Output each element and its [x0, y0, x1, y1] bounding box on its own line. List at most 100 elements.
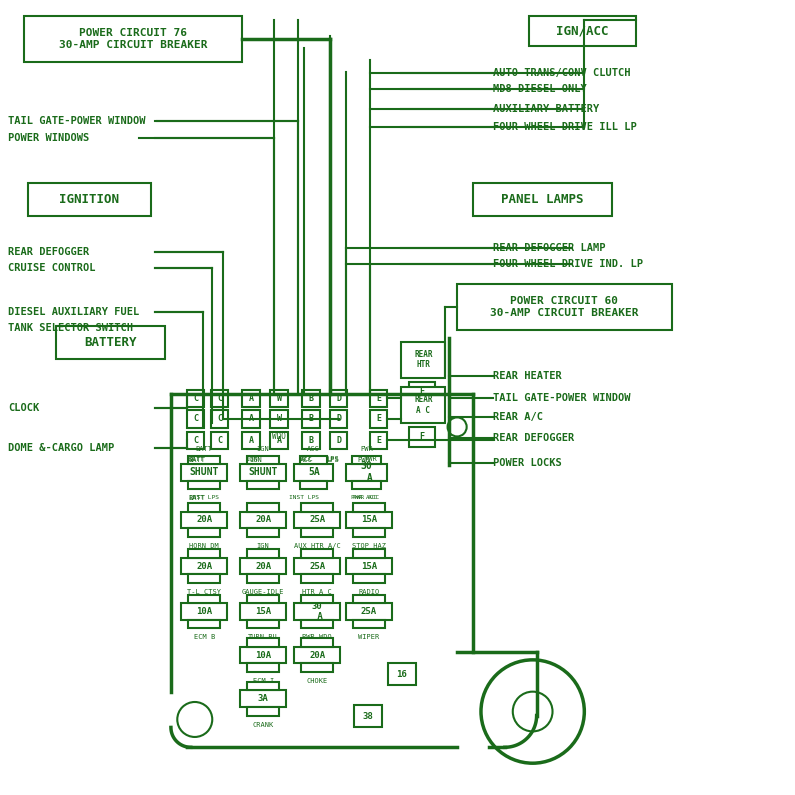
Text: REAR DEFOGGER: REAR DEFOGGER [493, 433, 574, 443]
Text: PANEL LAMPS: PANEL LAMPS [502, 193, 584, 206]
Text: BATTERY: BATTERY [84, 336, 137, 349]
Text: 20A: 20A [309, 650, 325, 660]
Text: E: E [376, 394, 381, 403]
Text: REAR
A C: REAR A C [414, 395, 432, 415]
Text: C: C [217, 414, 222, 424]
Text: W: W [277, 414, 281, 424]
Bar [247, 708, 279, 716]
Bar [270, 432, 288, 449]
Bar [247, 549, 279, 558]
Text: E: E [376, 414, 381, 424]
Bar [294, 464, 333, 480]
Text: CRUISE CONTROL: CRUISE CONTROL [8, 263, 95, 273]
Text: IGN: IGN [257, 543, 270, 549]
Bar [240, 512, 286, 529]
Bar [247, 574, 279, 583]
Text: A: A [249, 436, 254, 445]
Text: ECM I: ECM I [253, 678, 273, 684]
Text: T-L CTSY: T-L CTSY [188, 589, 221, 595]
Text: PWR: PWR [358, 457, 370, 463]
Text: B: B [308, 394, 313, 403]
Bar [294, 558, 340, 574]
Text: 38: 38 [363, 712, 373, 721]
Bar [181, 512, 227, 529]
Bar [401, 387, 445, 423]
Bar [240, 464, 286, 480]
Bar [270, 390, 288, 407]
Text: E: E [376, 436, 381, 445]
Text: PWR ACC: PWR ACC [354, 495, 380, 500]
Text: C: C [193, 436, 198, 445]
Text: 3A: 3A [258, 694, 269, 704]
Text: IGNITION: IGNITION [60, 193, 119, 206]
Bar [457, 284, 672, 330]
Text: SHUNT: SHUNT [190, 467, 219, 477]
Text: B: B [308, 414, 313, 424]
Bar [302, 432, 320, 449]
Text: RADIO: RADIO [359, 589, 379, 595]
Bar [188, 574, 220, 583]
Bar [247, 456, 279, 464]
Text: TAIL GATE-POWER WINDOW: TAIL GATE-POWER WINDOW [493, 394, 630, 403]
Text: 5A: 5A [308, 467, 320, 477]
Text: POWER CIRCUIT 76
30-AMP CIRCUIT BREAKER: POWER CIRCUIT 76 30-AMP CIRCUIT BREAKER [59, 28, 207, 50]
Text: C: C [193, 414, 198, 424]
Bar [188, 503, 220, 512]
Bar [409, 427, 435, 447]
Text: BATT: BATT [187, 456, 204, 462]
Bar [353, 620, 385, 628]
Bar [294, 647, 340, 663]
Bar [346, 558, 392, 574]
Text: ACC: ACC [301, 456, 313, 462]
Text: REAR HEATER: REAR HEATER [493, 371, 561, 381]
Bar [353, 595, 385, 603]
Bar [242, 432, 260, 449]
Text: TAIL GATE-POWER WINDOW: TAIL GATE-POWER WINDOW [8, 116, 145, 126]
Bar [370, 432, 387, 449]
Bar [302, 390, 320, 407]
Bar [353, 574, 385, 583]
Bar [188, 480, 220, 489]
Bar [247, 503, 279, 512]
Text: HORN DM: HORN DM [189, 543, 219, 549]
Bar [354, 705, 382, 727]
Bar [24, 16, 242, 62]
Text: INST LPS: INST LPS [289, 495, 319, 500]
Text: PWR: PWR [360, 445, 373, 452]
Bar [330, 390, 347, 407]
Bar [409, 382, 435, 401]
Text: AUX HTR A/C: AUX HTR A/C [294, 543, 340, 549]
Bar [247, 663, 279, 672]
Text: 10A: 10A [196, 607, 212, 616]
Text: ACC: ACC [308, 445, 320, 452]
Bar [28, 183, 151, 216]
Text: ECM B: ECM B [194, 634, 215, 641]
Text: IGN/ACC: IGN/ACC [556, 25, 609, 37]
Text: ACC: ACC [300, 457, 312, 463]
Bar [301, 638, 333, 647]
Bar [473, 183, 612, 216]
Text: INST LPS: INST LPS [189, 495, 219, 500]
Text: 15A: 15A [361, 561, 377, 571]
Bar [294, 512, 340, 529]
Text: 10A: 10A [255, 650, 271, 660]
Bar [247, 682, 279, 690]
Bar [187, 410, 204, 428]
Text: 30
 A: 30 A [312, 602, 323, 621]
Bar [301, 620, 333, 628]
Bar [529, 16, 636, 46]
Bar [301, 528, 333, 537]
Bar [301, 503, 333, 512]
Text: 15A: 15A [255, 607, 271, 616]
Bar [240, 603, 286, 620]
Bar [301, 574, 333, 583]
Text: FOUR WHEEL DRIVE IND. LP: FOUR WHEEL DRIVE IND. LP [493, 259, 643, 269]
Text: F: F [420, 432, 425, 441]
Text: WIPER: WIPER [359, 634, 379, 641]
Text: C: C [217, 436, 222, 445]
Bar [388, 663, 416, 685]
Bar [370, 390, 387, 407]
Text: POWER LOCKS: POWER LOCKS [493, 458, 561, 467]
Bar [330, 410, 347, 428]
Text: POWER WINDOWS: POWER WINDOWS [8, 133, 89, 142]
